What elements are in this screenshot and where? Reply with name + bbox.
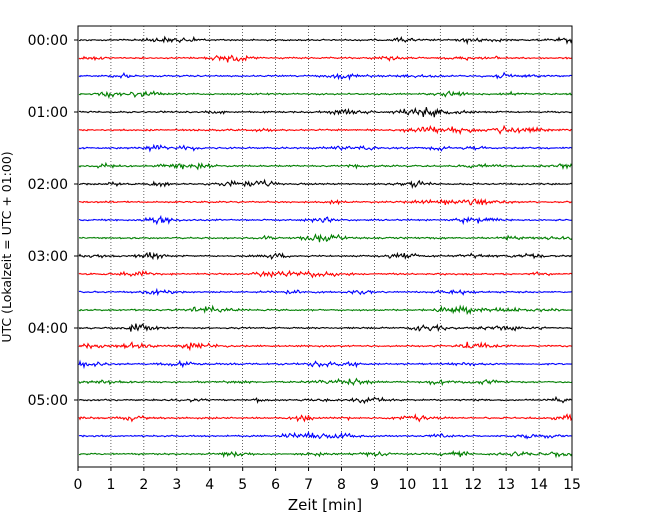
- trace-line: [78, 143, 573, 153]
- trace-line: [78, 178, 573, 189]
- x-tick-label: 3: [172, 477, 181, 493]
- x-tick-label: 4: [205, 477, 214, 493]
- y-axis-label: UTC (Lokalzeit = UTC + 01:00): [0, 151, 14, 342]
- trace-line: [78, 287, 573, 297]
- trace-line: [78, 269, 573, 279]
- trace-group: [78, 35, 573, 459]
- x-tick-label: 9: [370, 477, 379, 493]
- x-tick-label: 11: [431, 477, 449, 493]
- trace-line: [78, 304, 573, 316]
- trace-line: [78, 430, 573, 440]
- y-tick-label: 05:00: [28, 393, 68, 409]
- trace-line: [78, 341, 573, 352]
- x-tick-label: 6: [271, 477, 280, 493]
- x-tick-label: 12: [464, 477, 482, 493]
- y-tick-label: 02:00: [28, 177, 68, 193]
- trace-line: [78, 359, 573, 370]
- trace-line: [78, 54, 573, 63]
- y-tick-label: 03:00: [28, 249, 68, 265]
- trace-line: [78, 124, 573, 136]
- x-tick-label: 7: [304, 477, 313, 493]
- x-tick-label: 15: [563, 477, 581, 493]
- y-tick-label: 01:00: [28, 105, 68, 121]
- x-tick-label: 1: [106, 477, 115, 493]
- x-tick-label: 8: [337, 477, 346, 493]
- trace-line: [78, 161, 573, 171]
- x-tick-label: 14: [530, 477, 548, 493]
- x-axis-label: Zeit [min]: [288, 496, 362, 514]
- trace-line: [78, 35, 573, 46]
- trace-line: [78, 323, 573, 332]
- trace-line: [78, 395, 572, 405]
- x-tick-label: 10: [398, 477, 416, 493]
- y-tick-label: 04:00: [28, 321, 68, 337]
- y-tick-label: 00:00: [28, 33, 68, 49]
- trace-line: [78, 198, 573, 206]
- x-tick-label: 13: [497, 477, 515, 493]
- plot-frame: [77, 25, 573, 468]
- x-tick-label: 2: [139, 477, 148, 493]
- trace-line: [78, 450, 573, 459]
- x-tick-label: 0: [74, 477, 83, 493]
- trace-line: [78, 233, 573, 243]
- trace-line: [78, 214, 573, 226]
- x-axis-ticks: 0 1 2 3 4 5 6 7 8 9 10 11 12 13 14 15: [74, 467, 581, 493]
- y-axis-ticks: 00:00 01:00 02:00 03:00 04:00 05:00: [28, 33, 78, 409]
- trace-line: [78, 106, 573, 118]
- trace-line: [78, 251, 573, 261]
- trace-line: [78, 71, 573, 81]
- trace-line: [78, 90, 573, 99]
- trace-line: [78, 377, 573, 387]
- x-tick-label: 5: [238, 477, 247, 493]
- trace-line: [78, 413, 573, 423]
- plot-background: [78, 26, 572, 467]
